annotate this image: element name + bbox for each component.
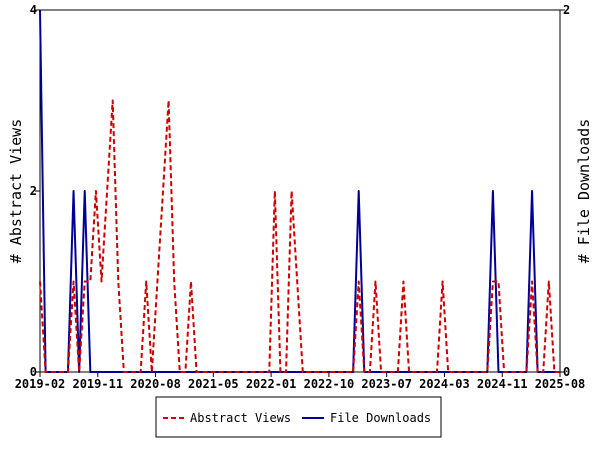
y-left-axis-ticks: 0 2 4 xyxy=(30,3,40,379)
x-tick-label: 2019-11 xyxy=(72,377,123,391)
y-left-tick-label: 2 xyxy=(30,184,37,198)
legend-label-file-downloads: File Downloads xyxy=(330,411,431,425)
legend: Abstract Views File Downloads xyxy=(155,396,442,438)
y-left-tick-label: 0 xyxy=(30,365,37,379)
plot-area xyxy=(39,9,561,373)
y-right-axis-title: # File Downloads xyxy=(575,119,593,264)
y-left-axis-title: # Abstract Views xyxy=(7,119,25,264)
x-tick-label: 2020-08 xyxy=(130,377,181,391)
y-left-tick-label: 4 xyxy=(30,3,37,17)
legend-label-abstract-views: Abstract Views xyxy=(190,411,291,425)
series-line-abstract-views xyxy=(39,99,560,373)
y-right-tick-label: 0 xyxy=(563,365,570,379)
y-right-tick-label: 2 xyxy=(563,3,570,17)
x-tick-label: 2024-03 xyxy=(419,377,470,391)
x-tick-label: 2021-05 xyxy=(188,377,239,391)
x-tick-label: 2022-01 xyxy=(246,377,297,391)
y-right-axis-ticks: 02 xyxy=(560,3,570,379)
x-tick-label: 2024-11 xyxy=(477,377,528,391)
x-axis-ticks: 2019-02 2019-11 2020-08 2021-05 2022-01 2022-… xyxy=(15,372,586,391)
series-layer xyxy=(39,9,560,373)
x-tick-label: 2022-10 xyxy=(304,377,355,391)
legend-box xyxy=(155,396,442,438)
x-tick-label: 2025-08 xyxy=(535,377,586,391)
x-tick-label: 2023-07 xyxy=(361,377,412,391)
x-tick-label: 2019-02 xyxy=(15,377,66,391)
